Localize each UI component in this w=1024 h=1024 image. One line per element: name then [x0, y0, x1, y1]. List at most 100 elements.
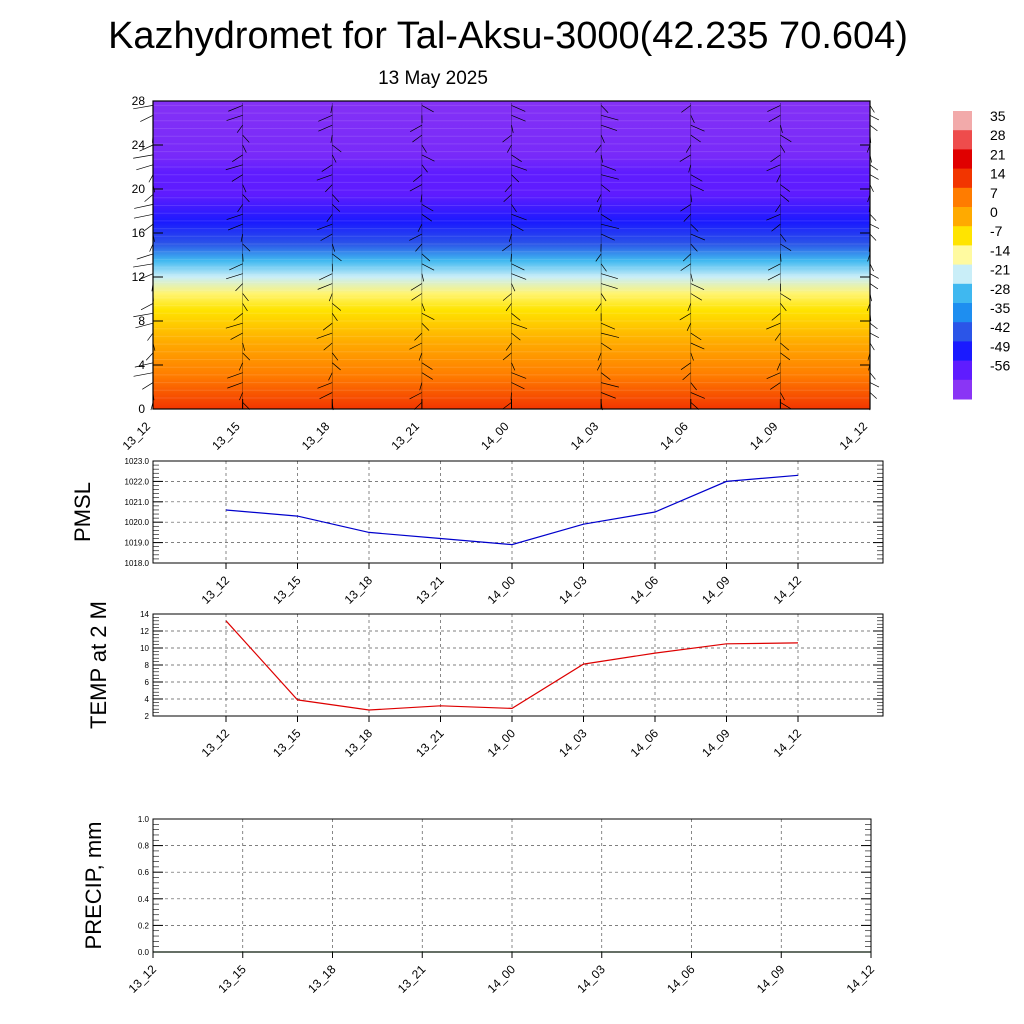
pmsl-series-line	[225, 474, 799, 546]
wind-barb	[869, 164, 879, 171]
wind-barb	[331, 194, 340, 203]
wind-barb	[869, 214, 877, 221]
y-tick-label: 1022.0	[125, 477, 150, 486]
wind-barb	[766, 322, 781, 330]
wind-barb	[237, 204, 243, 213]
wind-barb	[780, 342, 790, 351]
wind-barb	[231, 174, 243, 182]
wind-barb	[139, 144, 154, 152]
wind-barb	[322, 322, 333, 331]
wind-barb	[776, 174, 781, 183]
wind-barb	[774, 332, 781, 341]
y-tick-label: 14	[140, 610, 149, 619]
wind-barb	[511, 223, 524, 231]
colorbar-swatch	[953, 168, 972, 189]
wind-barb	[690, 184, 704, 192]
wind-barb	[133, 312, 154, 318]
y-tick-label: 4	[138, 358, 145, 372]
wind-barb	[421, 303, 426, 312]
wind-barb	[502, 293, 512, 301]
wind-barb	[502, 402, 512, 410]
wind-barb	[511, 283, 516, 292]
wind-barb	[511, 372, 527, 379]
wind-barb	[409, 233, 423, 241]
colorbar-swatch	[953, 283, 972, 304]
wind-barb	[421, 214, 433, 222]
wind-barb	[421, 144, 427, 153]
wind-barb	[133, 105, 154, 110]
wind-barb	[421, 372, 433, 380]
wind-barb	[595, 303, 602, 312]
wind-barb	[317, 283, 333, 290]
wind-barb	[331, 154, 337, 163]
wind-barb	[682, 253, 691, 262]
wind-barb	[780, 233, 787, 242]
wind-barb	[328, 372, 333, 381]
y-tick-label: 12	[132, 270, 146, 284]
wind-barb	[780, 243, 792, 252]
wind-barb	[601, 223, 620, 229]
x-tick-label: 13_15	[215, 962, 249, 996]
x-tick-label: 13_12	[199, 573, 233, 607]
x-tick-label: 14_06	[628, 573, 662, 607]
wind-barb	[421, 105, 434, 113]
wind-barb	[511, 164, 528, 171]
wind-barb	[597, 352, 602, 361]
wind-barb	[869, 124, 878, 132]
wind-barb	[227, 372, 243, 379]
wind-barb	[319, 392, 333, 400]
wind-barb	[133, 154, 154, 159]
y-tick-label: 16	[132, 226, 146, 240]
wind-barb	[316, 223, 333, 231]
wind-barb	[505, 303, 512, 312]
wind-barb	[227, 223, 243, 231]
wind-barb	[229, 263, 243, 271]
colorbar-label: -49	[990, 338, 1010, 354]
wind-barb	[767, 263, 781, 271]
wind-barb	[600, 263, 607, 272]
wind-barb	[318, 124, 333, 132]
x-tick-label: 13_18	[342, 573, 376, 607]
wind-barb	[417, 224, 423, 232]
wind-barb	[771, 223, 781, 232]
wind-barb	[690, 174, 703, 182]
colorbar-label: 21	[990, 146, 1006, 162]
wind-barb	[767, 105, 781, 112]
y-tick-label: 0.2	[138, 921, 150, 930]
wind-barb	[511, 213, 527, 221]
wind-barb	[421, 312, 435, 320]
wind-barb	[869, 114, 879, 121]
wind-barb	[136, 253, 154, 260]
wind-barb	[226, 273, 243, 280]
colorbar-label: 35	[990, 108, 1006, 124]
wind-barb	[409, 342, 423, 350]
wind-barb	[780, 303, 787, 312]
wind-barb	[869, 332, 879, 339]
wind-barb	[600, 154, 604, 163]
wind-barb	[421, 322, 430, 331]
wind-barb	[690, 243, 698, 252]
y-tick-label: 0.0	[138, 948, 150, 957]
y-tick-label: 1.0	[138, 815, 150, 824]
wind-barb	[869, 342, 875, 351]
wind-barb	[690, 402, 700, 410]
colorbar-swatch	[953, 130, 972, 150]
wind-barb	[331, 352, 339, 361]
wind-barb	[321, 164, 333, 172]
wind-barb	[680, 204, 691, 212]
wind-barb	[690, 223, 699, 232]
wind-barb	[511, 322, 528, 329]
wind-barb	[415, 243, 423, 252]
y-tick-label: 1020.0	[125, 518, 150, 527]
wind-barb	[869, 322, 878, 330]
wind-barb	[332, 303, 342, 311]
wind-barb	[690, 115, 695, 124]
wind-barb	[600, 105, 609, 113]
x-tick-label: 14_06	[664, 962, 698, 996]
chart-subtitle: 13 May 2025	[378, 68, 488, 89]
y-tick-label: 28	[132, 94, 146, 108]
wind-barb	[140, 303, 154, 311]
wind-barb	[680, 263, 691, 271]
wind-barb	[869, 273, 879, 279]
wind-barb	[690, 124, 705, 132]
